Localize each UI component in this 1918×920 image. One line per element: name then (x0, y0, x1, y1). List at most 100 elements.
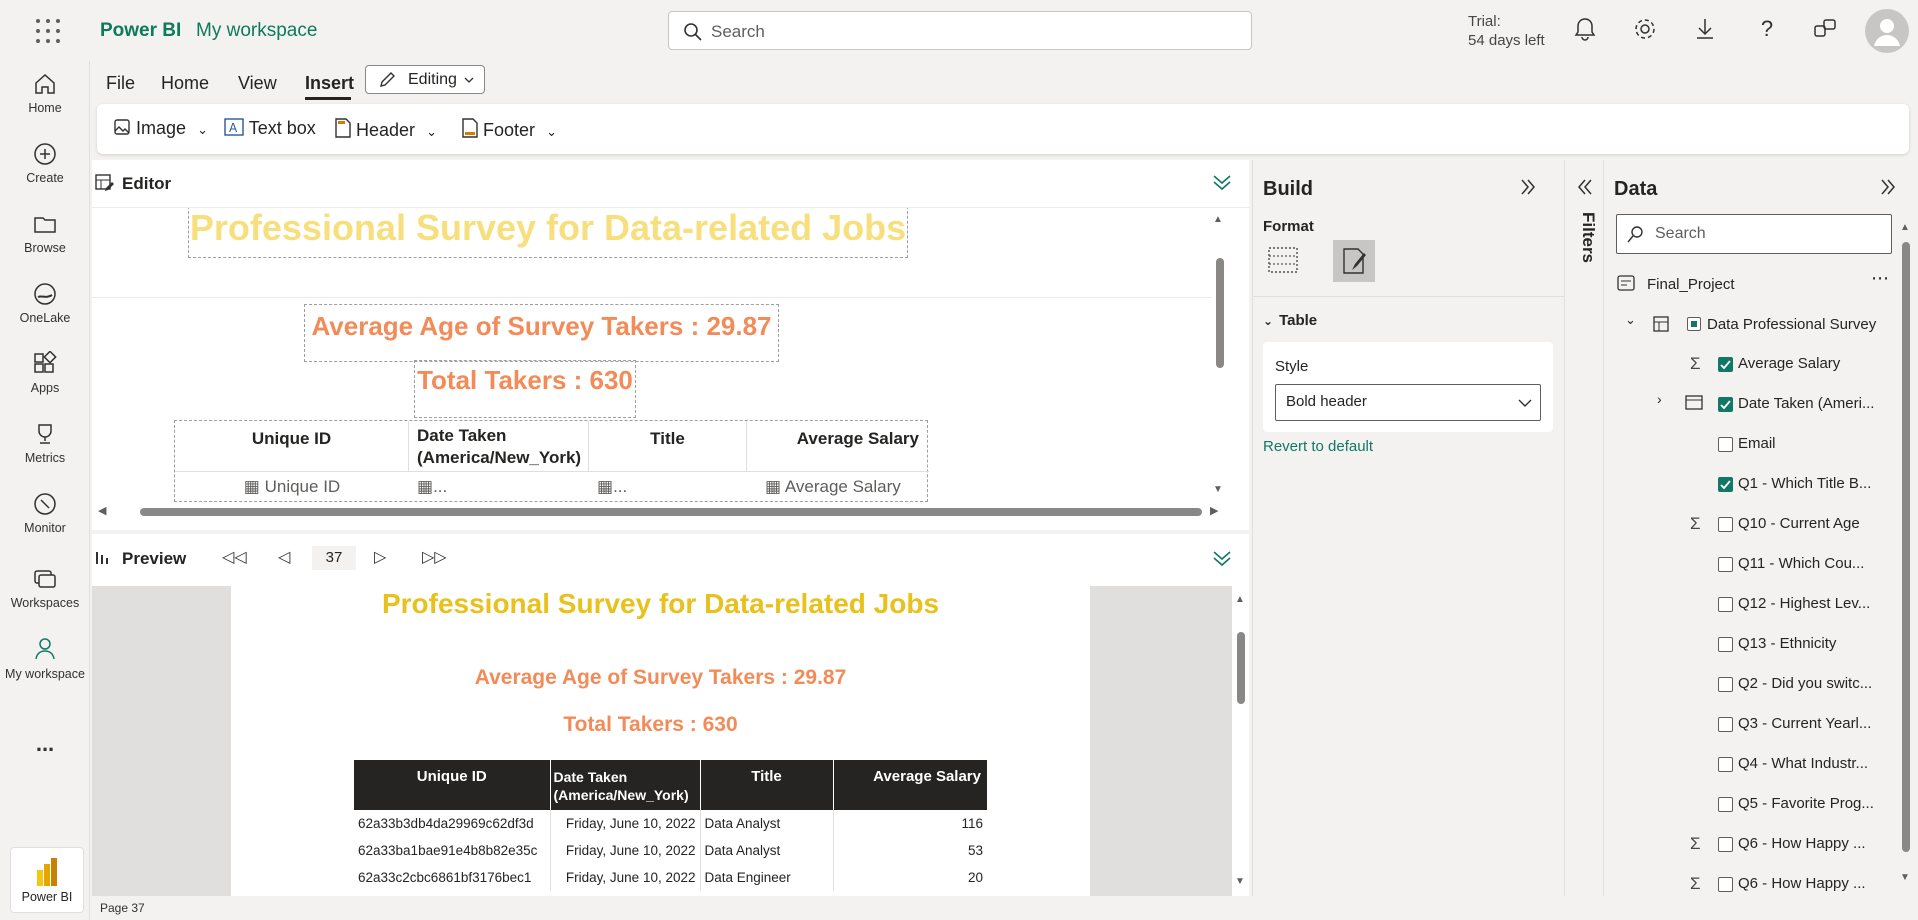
column-header[interactable]: Title (589, 421, 747, 471)
collapse-preview-icon[interactable] (1210, 546, 1234, 570)
field-item[interactable]: Date Taken (Ameri... (1738, 395, 1875, 412)
menu-file[interactable]: File (106, 73, 136, 93)
table-partial-checkbox[interactable] (1687, 317, 1701, 331)
first-page-icon[interactable]: ◁◁ (222, 549, 247, 566)
title-textbox[interactable]: Professional Survey for Data-related Job… (188, 208, 908, 258)
style-dropdown[interactable]: Bold header (1275, 384, 1541, 421)
model-name[interactable]: Final_Project (1647, 276, 1735, 293)
field-item[interactable]: Q4 - What Industr... (1738, 755, 1869, 772)
data-vertical-scrollbar[interactable]: ▲ ▼ (1898, 222, 1914, 892)
insert-footer-button[interactable]: Footer ⌄ (462, 118, 557, 141)
help-icon[interactable]: ? (1760, 16, 1774, 41)
editor-horizontal-scrollbar[interactable]: ◀ ▶ (96, 503, 1226, 521)
gear-icon[interactable] (1632, 16, 1662, 46)
next-page-icon[interactable]: ▷ (374, 549, 387, 566)
revert-link[interactable]: Revert to default (1263, 438, 1374, 455)
brand-name[interactable]: Power BI (100, 20, 182, 41)
chevron-right-icon[interactable]: › (1657, 391, 1662, 407)
field-item[interactable]: Q6 - How Happy ... (1738, 875, 1866, 892)
field-checkbox[interactable] (1718, 517, 1733, 532)
last-page-icon[interactable]: ▷▷ (422, 549, 447, 566)
global-search[interactable]: Search (668, 11, 1252, 50)
prev-page-icon[interactable]: ◁ (278, 549, 291, 566)
report-canvas[interactable]: Professional Survey for Data-related Job… (92, 208, 1212, 504)
column-header[interactable]: Average Salary (796, 429, 919, 448)
collapse-editor-icon[interactable] (1210, 170, 1234, 194)
page-number-input[interactable]: 37 (312, 546, 356, 570)
field-item[interactable]: Average Salary (1738, 355, 1841, 372)
insert-image-button[interactable]: Image ⌄ (113, 118, 208, 139)
collapse-data-icon[interactable] (1877, 176, 1899, 198)
rail-item-workspaces[interactable]: Workspaces (0, 566, 90, 610)
scroll-up-icon[interactable]: ▲ (1235, 594, 1245, 605)
field-item[interactable]: Q2 - Did you switc... (1738, 675, 1873, 692)
table-name[interactable]: Data Professional Survey (1707, 316, 1877, 333)
field-item[interactable]: Q13 - Ethnicity (1738, 635, 1837, 652)
field-checkbox[interactable] (1718, 837, 1733, 852)
rail-item-onelake[interactable]: OneLake (0, 281, 90, 325)
chevron-down-icon[interactable]: ⌄ (197, 122, 208, 137)
rail-item-my-workspace[interactable]: My workspace (0, 636, 90, 683)
field-item[interactable]: Q10 - Current Age (1738, 515, 1860, 532)
editor-vertical-scrollbar[interactable]: ▲ ▼ (1210, 210, 1230, 500)
rail-item-create[interactable]: Create (0, 141, 90, 185)
field-checkbox[interactable] (1718, 797, 1733, 812)
chevron-down-icon[interactable]: ⌄ (426, 124, 437, 139)
scroll-thumb[interactable] (1902, 242, 1910, 852)
rail-item-metrics[interactable]: Metrics (0, 421, 90, 465)
field-checkbox[interactable] (1718, 357, 1733, 372)
rail-item-browse[interactable]: Browse (0, 211, 90, 255)
insert-textbox-button[interactable]: A Text box (224, 118, 316, 139)
table-visual[interactable]: Unique ID Date Taken (America/New_York) … (174, 420, 929, 502)
field-checkbox[interactable] (1718, 597, 1733, 612)
more-icon[interactable]: ... (35, 731, 55, 756)
format-general-button[interactable] (1333, 240, 1375, 282)
data-search[interactable]: Search (1616, 214, 1892, 254)
bell-icon[interactable] (1572, 16, 1602, 46)
menu-home[interactable]: Home (161, 73, 210, 93)
field-item[interactable]: Q11 - Which Cou... (1738, 555, 1865, 572)
data-search-input[interactable]: Search (1655, 225, 1706, 242)
rail-item-home[interactable]: Home (0, 71, 90, 115)
field-checkbox[interactable] (1718, 877, 1733, 892)
field-item[interactable]: Q5 - Favorite Prog... (1738, 795, 1874, 812)
format-visual-icon[interactable] (1267, 244, 1299, 276)
scroll-left-icon[interactable]: ◀ (98, 505, 107, 517)
field-checkbox[interactable] (1718, 677, 1733, 692)
menu-insert[interactable]: Insert (305, 73, 355, 93)
column-header[interactable]: Date Taken (America/New_York) (409, 421, 589, 471)
scroll-thumb[interactable] (1237, 632, 1245, 704)
avatar[interactable] (1865, 9, 1909, 53)
scroll-down-icon[interactable]: ▼ (1213, 484, 1223, 495)
field-checkbox[interactable] (1718, 477, 1733, 492)
search-input[interactable]: Search (711, 22, 765, 41)
scroll-thumb[interactable] (1216, 258, 1224, 368)
app-launcher-icon[interactable] (34, 17, 62, 45)
preview-vertical-scrollbar[interactable]: ▲ ▼ (1232, 592, 1250, 892)
field-checkbox[interactable] (1718, 437, 1733, 452)
field-checkbox[interactable] (1718, 557, 1733, 572)
scroll-up-icon[interactable]: ▲ (1900, 222, 1910, 233)
field-checkbox[interactable] (1718, 717, 1733, 732)
avg-age-textbox[interactable]: Average Age of Survey Takers : 29.87 (304, 304, 779, 362)
field-item[interactable]: Q1 - Which Title B... (1738, 475, 1872, 492)
chevron-down-icon[interactable]: ⌄ (546, 124, 557, 139)
field-checkbox[interactable] (1718, 397, 1733, 412)
filters-pane-collapsed[interactable]: Filters (1564, 160, 1604, 896)
scroll-right-icon[interactable]: ▶ (1210, 505, 1219, 517)
power-bi-switcher[interactable]: Power BI (10, 847, 84, 913)
total-takers-textbox[interactable]: Total Takers : 630 (414, 360, 636, 418)
column-header[interactable]: Unique ID (175, 421, 409, 471)
scroll-down-icon[interactable]: ▼ (1900, 872, 1910, 883)
field-checkbox[interactable] (1718, 637, 1733, 652)
filters-label[interactable]: Filters (1579, 212, 1598, 264)
field-item[interactable]: Email (1738, 435, 1776, 452)
download-icon[interactable] (1692, 16, 1722, 46)
rail-item-apps[interactable]: Apps (0, 351, 90, 395)
more-options-icon[interactable]: ⋯ (1871, 268, 1889, 288)
scroll-thumb[interactable] (140, 508, 1202, 516)
expand-filters-icon[interactable] (1574, 176, 1596, 198)
insert-header-button[interactable]: Header ⌄ (335, 118, 437, 141)
table-section-toggle[interactable]: ⌄ Table (1263, 312, 1317, 329)
field-item[interactable]: Q12 - Highest Lev... (1738, 595, 1871, 612)
